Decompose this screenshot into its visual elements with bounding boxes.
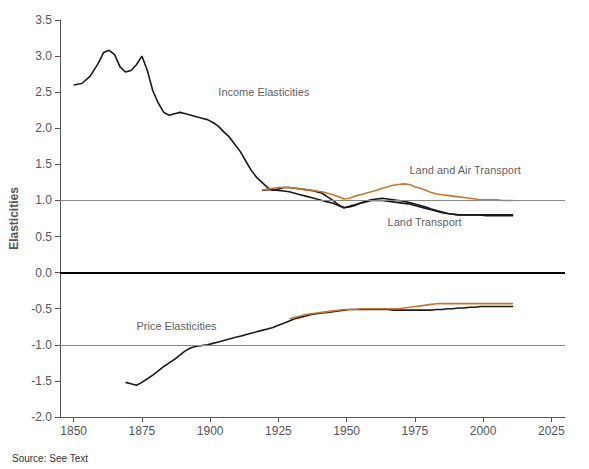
svg-text:-2.0: -2.0 — [31, 410, 52, 424]
svg-text:1925: 1925 — [265, 424, 292, 438]
svg-text:-1.5: -1.5 — [31, 374, 52, 388]
svg-text:2.5: 2.5 — [35, 85, 52, 99]
svg-text:2025: 2025 — [538, 424, 565, 438]
svg-text:1900: 1900 — [197, 424, 224, 438]
svg-text:2.0: 2.0 — [35, 121, 52, 135]
svg-text:1.5: 1.5 — [35, 157, 52, 171]
svg-text:1875: 1875 — [129, 424, 156, 438]
svg-text:-0.5: -0.5 — [31, 302, 52, 316]
svg-text:1850: 1850 — [60, 424, 87, 438]
svg-text:Land Transport: Land Transport — [388, 216, 462, 228]
svg-text:Land and Air Transport: Land and Air Transport — [409, 164, 520, 176]
svg-text:2000: 2000 — [470, 424, 497, 438]
svg-text:3.0: 3.0 — [35, 49, 52, 63]
svg-text:1975: 1975 — [402, 424, 429, 438]
svg-text:1950: 1950 — [333, 424, 360, 438]
svg-text:3.5: 3.5 — [35, 13, 52, 27]
svg-text:0.5: 0.5 — [35, 230, 52, 244]
svg-text:-1.0: -1.0 — [31, 338, 52, 352]
svg-text:1.0: 1.0 — [35, 193, 52, 207]
svg-text:Income Elasticities: Income Elasticities — [218, 86, 310, 98]
svg-text:Elasticities: Elasticities — [7, 187, 21, 250]
svg-text:Price Elasticities: Price Elasticities — [136, 320, 217, 332]
svg-text:Source: See Text: Source: See Text — [12, 453, 88, 464]
svg-text:0.0: 0.0 — [35, 266, 52, 280]
